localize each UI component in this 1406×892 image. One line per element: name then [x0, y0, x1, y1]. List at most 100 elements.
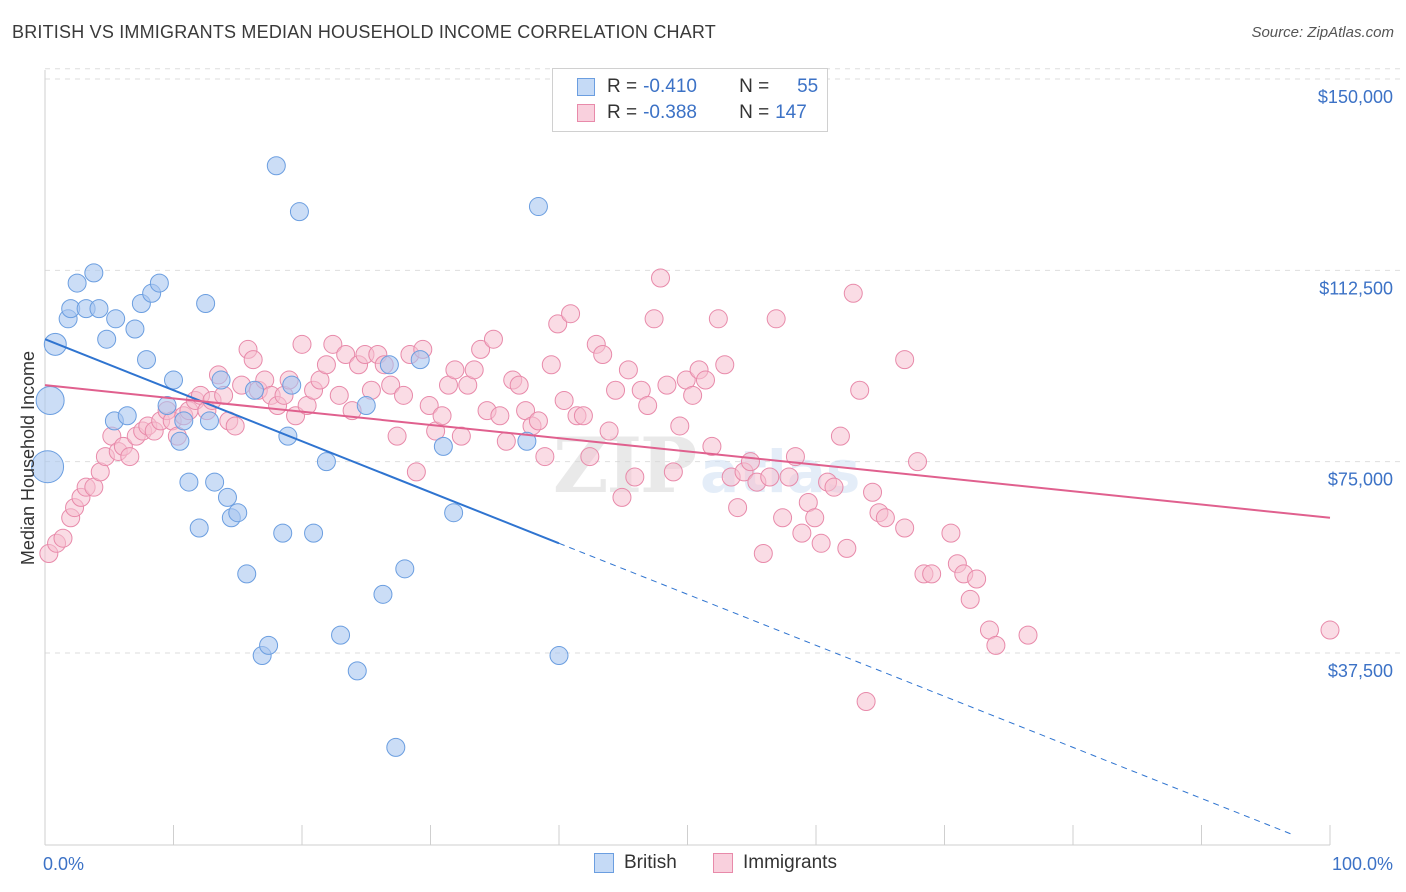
british-point — [228, 503, 248, 523]
legend-n-label: N = — [739, 102, 770, 123]
immigrants-point — [625, 467, 645, 487]
legend-row-immigrants: R = -0.388 N = 147 — [577, 101, 807, 125]
british-point — [433, 436, 453, 456]
british-point — [106, 309, 126, 329]
chart-title: BRITISH VS IMMIGRANTS MEDIAN HOUSEHOLD I… — [12, 22, 717, 42]
immigrants-point — [740, 452, 760, 472]
immigrants-point — [394, 385, 414, 405]
british-point — [517, 431, 537, 451]
british-point — [347, 661, 367, 681]
x-tick-label: 100.0% — [1332, 854, 1393, 874]
british-point — [316, 452, 336, 472]
immigrants-point — [580, 447, 600, 467]
british-point — [179, 472, 199, 492]
immigrants-point — [292, 334, 312, 354]
british-point — [373, 584, 393, 604]
y-axis-title: Median Household Income — [18, 351, 38, 565]
immigrants-point — [644, 309, 664, 329]
immigrants-point — [702, 436, 722, 456]
immigrants-point — [760, 467, 780, 487]
immigrants-point — [657, 375, 677, 395]
immigrants-swatch — [713, 853, 733, 873]
british-point — [35, 385, 65, 415]
legend-r-value: -0.388 — [643, 102, 697, 123]
immigrants-point — [908, 452, 928, 472]
legend-label-immigrants: Immigrants — [743, 852, 837, 873]
british-point — [205, 472, 225, 492]
y-tick-label: $75,000 — [1328, 470, 1393, 490]
immigrants-point — [573, 406, 593, 426]
trend-lines — [44, 338, 1331, 835]
immigrants-point — [316, 355, 336, 375]
british-trend-line — [44, 338, 560, 545]
british-point — [244, 380, 264, 400]
immigrants-point — [445, 360, 465, 380]
british-point — [31, 450, 65, 484]
immigrants-point — [856, 691, 876, 711]
british-point — [84, 263, 104, 283]
immigrants-point — [406, 462, 426, 482]
immigrants-point — [381, 375, 401, 395]
immigrants-point — [695, 370, 715, 390]
immigrants-point — [663, 462, 683, 482]
legend-label-british: British — [624, 852, 677, 873]
british-point — [189, 518, 209, 538]
immigrants-point — [708, 309, 728, 329]
legend-row-british: R = -0.410 N = 55 — [577, 75, 818, 99]
british-swatch — [594, 853, 614, 873]
british-point — [117, 406, 137, 426]
british-point — [157, 396, 177, 416]
immigrants-point — [243, 350, 263, 370]
british-point — [395, 559, 415, 579]
immigrants-point — [753, 544, 773, 564]
immigrants-point — [323, 334, 343, 354]
immigrants-point — [120, 447, 140, 467]
british-point — [170, 431, 190, 451]
immigrants-point — [528, 411, 548, 431]
immigrants-point — [471, 339, 491, 359]
legend-item-immigrants[interactable]: Immigrants — [713, 852, 837, 874]
british-point — [97, 329, 117, 349]
immigrants-point — [805, 508, 825, 528]
immigrants-point — [606, 380, 626, 400]
legend-r-label: R = — [607, 102, 638, 123]
immigrants-point — [387, 426, 407, 446]
immigrants-point — [922, 564, 942, 584]
british-point — [356, 396, 376, 416]
british-point — [174, 411, 194, 431]
british-point — [237, 564, 257, 584]
british-point — [379, 355, 399, 375]
british-point — [137, 350, 157, 370]
legend-item-british[interactable]: British — [594, 852, 677, 874]
british-point — [196, 293, 216, 313]
legend-n-value: 55 — [797, 76, 819, 97]
immigrants-point — [451, 426, 471, 446]
source-note: Source: ZipAtlas.com — [1251, 24, 1394, 41]
immigrants-point — [683, 385, 703, 405]
british-swatch — [577, 78, 595, 96]
british-point — [386, 737, 406, 757]
immigrants-point — [336, 345, 356, 365]
series-legend: British Immigrants — [0, 852, 1406, 878]
immigrants-point — [779, 467, 799, 487]
legend-r-value: -0.410 — [643, 76, 697, 97]
immigrants-point — [895, 350, 915, 370]
immigrants-point — [895, 518, 915, 538]
immigrants-point — [618, 360, 638, 380]
immigrants-point — [53, 528, 73, 548]
immigrants-point — [651, 268, 671, 288]
british-point — [89, 299, 109, 319]
immigrants-point — [496, 431, 516, 451]
british-point — [164, 370, 183, 390]
immigrants-point — [548, 314, 568, 334]
immigrants-point — [830, 426, 850, 446]
immigrants-point — [483, 329, 503, 349]
immigrants-point — [464, 360, 484, 380]
british-point — [67, 273, 87, 293]
immigrants-point — [1320, 620, 1340, 640]
immigrants-point — [967, 569, 987, 589]
immigrants-point — [670, 416, 690, 436]
axis-labels: $37,500 $75,000 $112,500 $150,000 0.0% 100.0%… — [18, 87, 1393, 874]
immigrants-point — [419, 396, 439, 416]
